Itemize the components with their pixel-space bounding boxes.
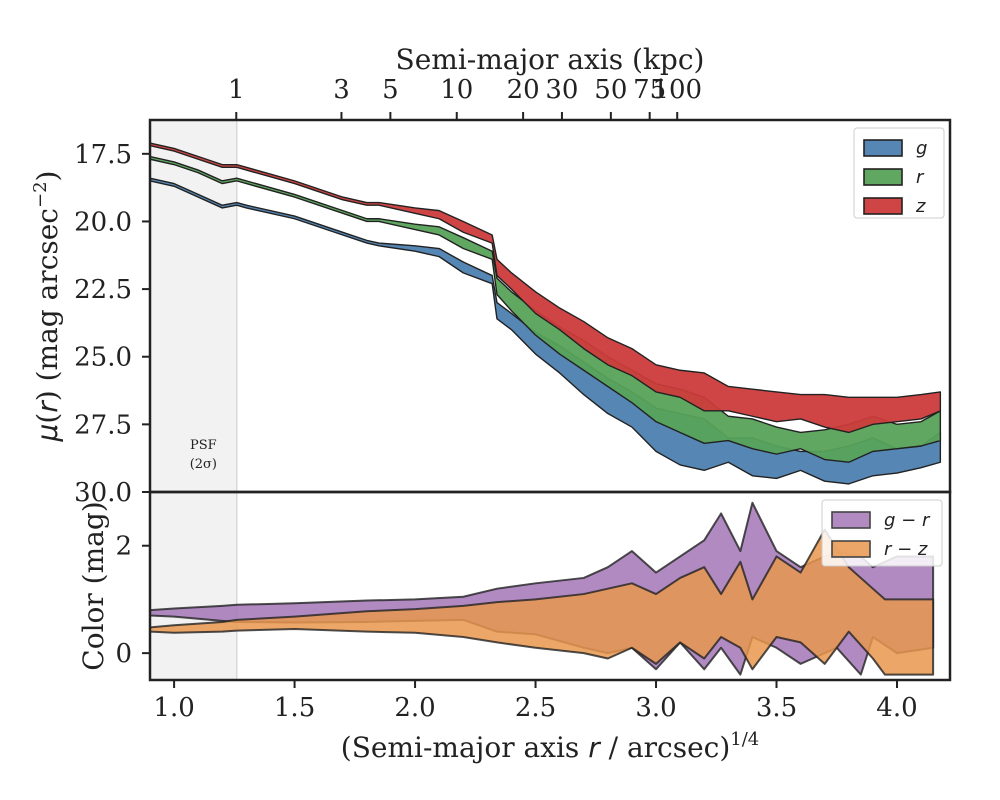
top-x-tick-label: 50 [594,75,627,105]
legend-label: g − r [884,510,931,531]
top-x-axis-title: Semi-major axis (kpc) [396,43,705,76]
legend-label: z [915,196,926,217]
band-r [150,155,942,463]
band-color-1 [150,528,935,676]
x-axis-title: (Semi-major axis r / arcsec)1/4 [341,729,759,764]
psf-shaded-region-top [150,120,237,492]
top-x-tick-label: 3 [333,75,350,105]
y-tick-label: 25.0 [74,343,132,373]
top-x-tick-label: 10 [440,75,473,105]
legend-swatch [863,139,903,157]
color-y-tick-label: 0 [115,639,132,669]
x-tick-label: 2.0 [394,693,435,723]
y-tick-label: 30.0 [74,478,132,508]
y-axis-title-top: μ(r) (mag arcsec−2) [30,171,64,443]
psf-label: PSF [190,438,217,453]
legend-swatch [863,168,903,186]
axes: 1.0 1.5 2.0 2.5 3.0 3.5 4.01 3 5 10 20 30 50 7510017.… [74,75,918,723]
color-bands [150,501,935,676]
x-tick-label: 3.5 [756,693,797,723]
top-x-tick-label: 1 [228,75,245,105]
y-tick-label: 27.5 [74,410,132,440]
profile-bands [150,142,942,485]
legend-profiles: grz [853,127,945,219]
top-x-tick-label: 5 [382,75,399,105]
x-tick-label: 4.0 [876,693,917,723]
top-x-tick-label: 100 [652,75,702,105]
top-x-tick-label: 75 [633,75,666,105]
top-x-tick-label: 20 [507,75,540,105]
legend-swatch [831,511,871,529]
legend-swatch [863,197,903,215]
x-tick-label: 1.0 [153,693,194,723]
y-axis-title-bottom: Color (mag) [77,501,110,670]
psf-sigma-label: (2σ) [190,457,217,472]
bottom-panel-frame [148,490,952,682]
legend-label: r − z [884,539,928,560]
top-x-tick-label: 30 [545,75,578,105]
x-tick-label: 3.0 [635,693,676,723]
x-tick-label: 2.5 [515,693,556,723]
y-tick-label: 17.5 [74,140,132,170]
y-tick-label: 22.5 [74,275,132,305]
x-tick-label: 1.5 [274,693,315,723]
color-y-tick-label: 2 [115,532,132,562]
legend-label: g [916,138,927,159]
legend-swatch [831,540,871,558]
legend-label: r [916,167,925,188]
y-tick-label: 20.0 [74,207,132,237]
band-z [150,142,942,434]
psf-shaded-region-bottom [150,492,237,680]
legend-colors: g − r r − z [821,499,943,567]
